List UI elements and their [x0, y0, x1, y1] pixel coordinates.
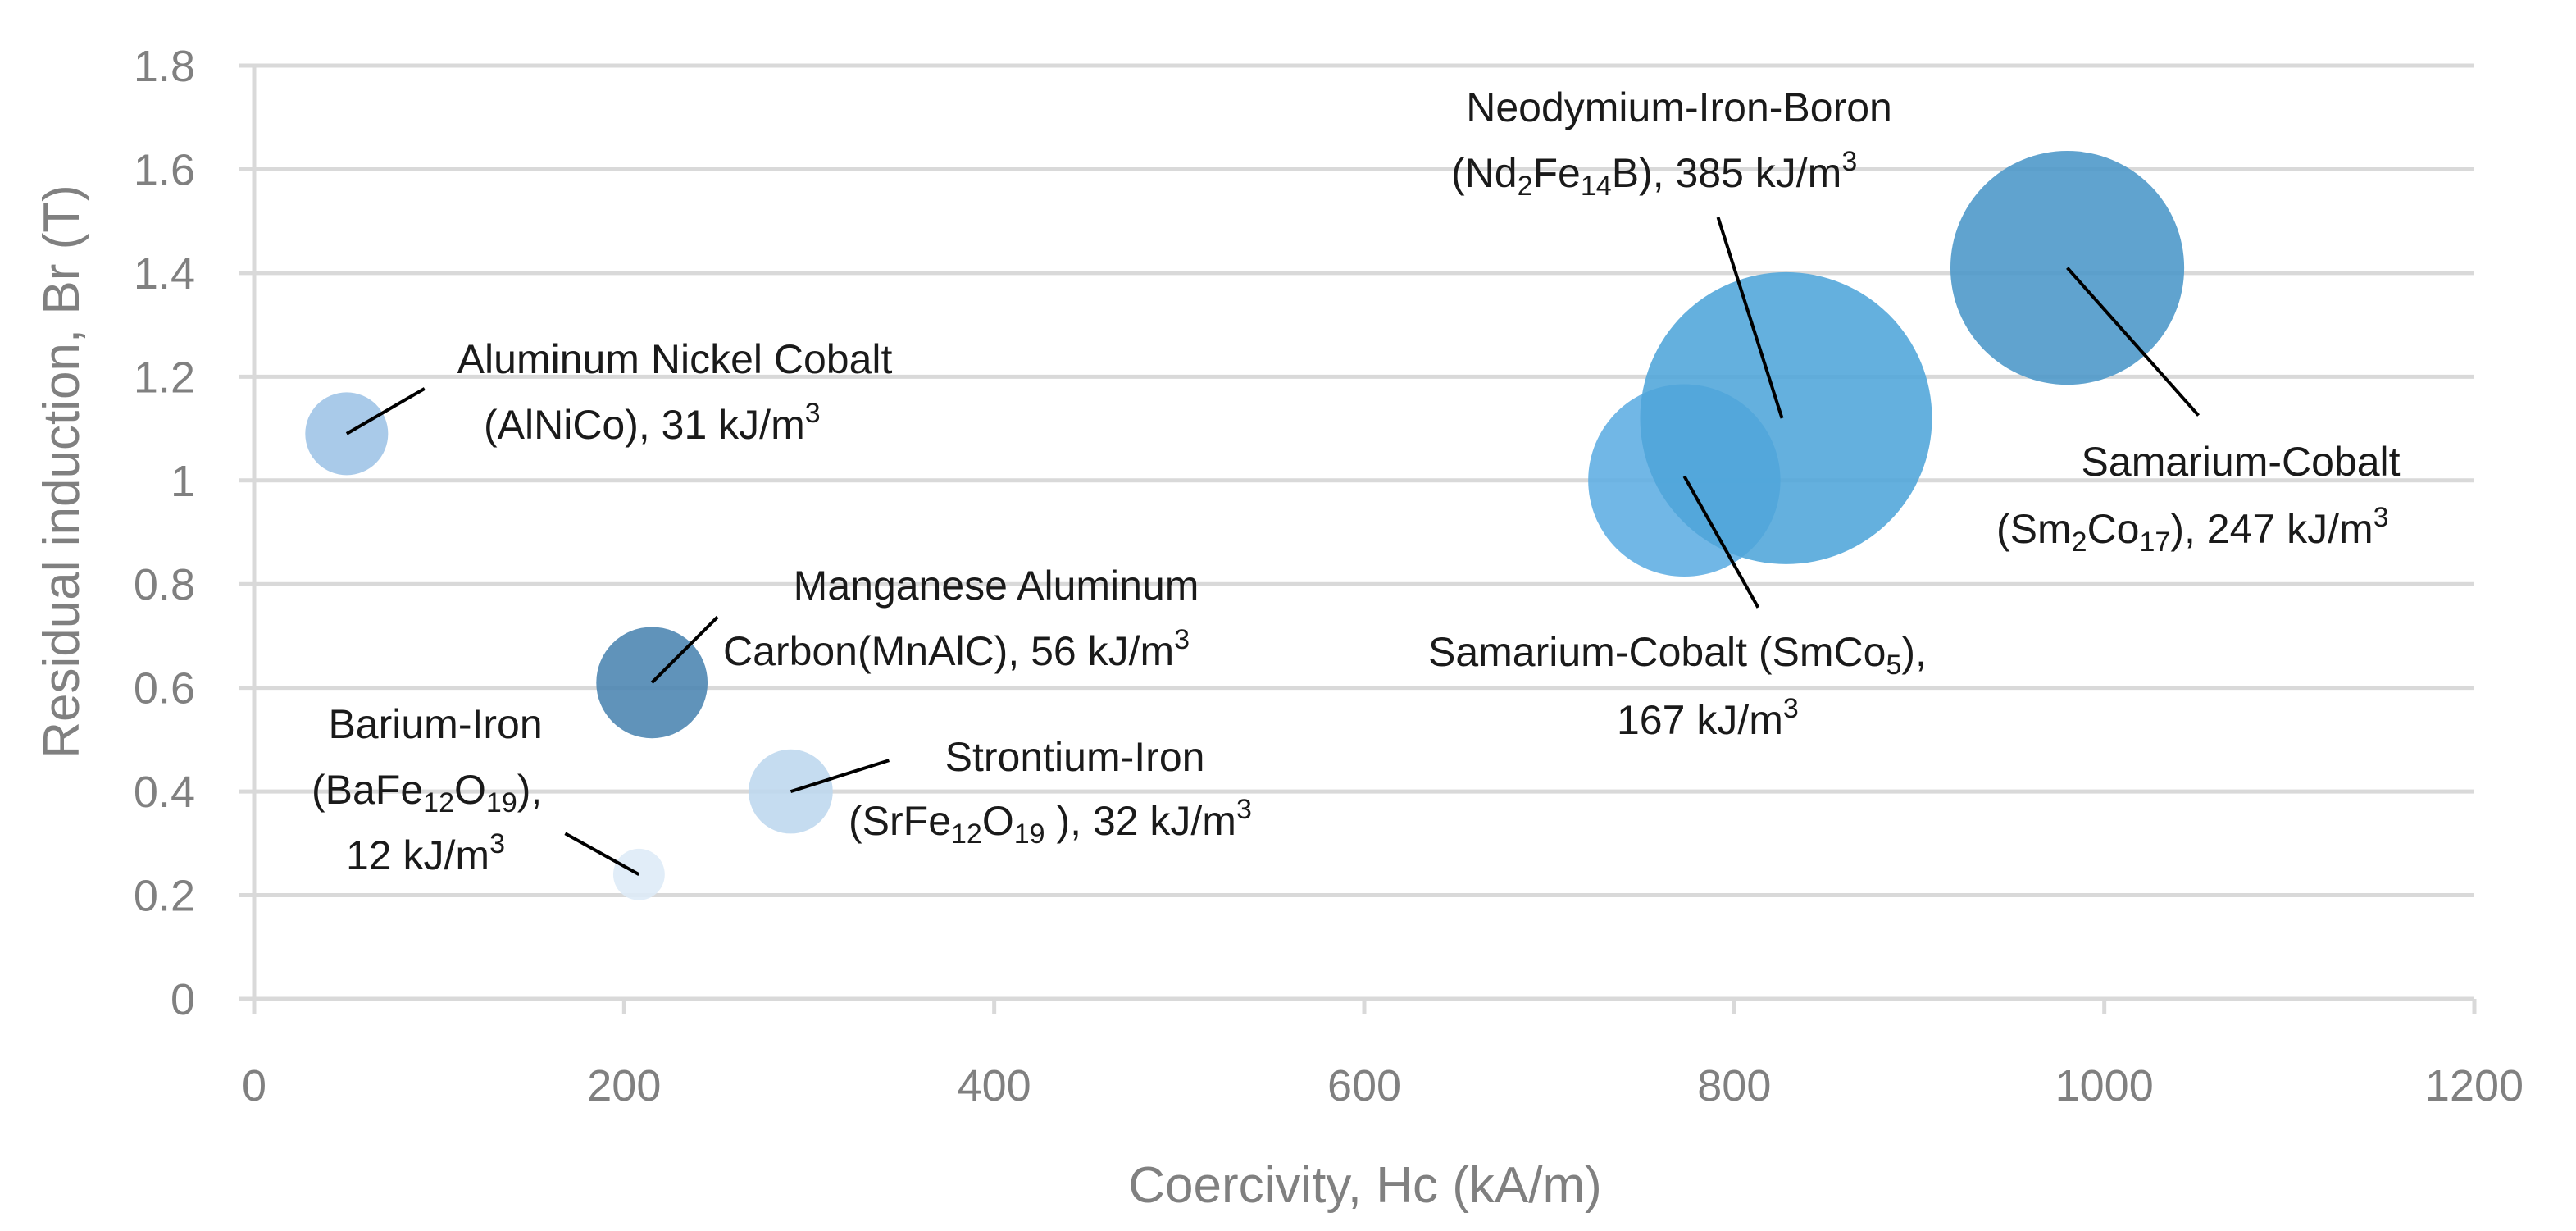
label-smco5-l1b: ),: [1901, 629, 1927, 675]
label-barium-l2c: ),: [517, 767, 543, 813]
label-sm2co17-sup: 3: [2373, 502, 2389, 533]
label-smco5-l1a: Samarium-Cobalt (SmCo: [1428, 629, 1886, 675]
label-ndfeb-sub2: 14: [1581, 171, 1612, 202]
label-smco5-sub: 5: [1886, 650, 1901, 681]
label-alnico: Aluminum Nickel Cobalt (AlNiCo), 31 kJ/m…: [457, 336, 904, 448]
axes: [239, 63, 2477, 1014]
y-tick-label: 1.2: [134, 353, 195, 402]
label-mnalc-line2: Carbon(MnAlC), 56 kJ/m: [723, 628, 1174, 674]
leader-line: [345, 387, 426, 435]
leader-line: [1682, 475, 1760, 609]
label-sm2co17-sub1: 2: [2072, 527, 2087, 558]
label-ndfeb-sub1: 2: [1518, 171, 1533, 202]
y-tick-label: 1.8: [134, 42, 195, 91]
label-barium-line1: Barium-Iron: [328, 701, 542, 747]
label-smco5-l2a: 167 kJ/m: [1617, 697, 1783, 743]
label-strontium-l2a: (SrFe: [849, 798, 951, 844]
label-strontium-iron: Strontium-Iron (SrFe12O19 ), 32 kJ/m3: [849, 734, 1252, 850]
label-sm2co17: Samarium-Cobalt (Sm2Co17), 247 kJ/m3: [1996, 439, 2411, 558]
x-tick-label: 600: [1327, 1061, 1401, 1110]
x-tick-label: 200: [587, 1061, 661, 1110]
label-mnalc-sup: 3: [1174, 624, 1190, 655]
label-barium-sub1: 12: [423, 787, 454, 818]
label-barium-sup: 3: [489, 828, 505, 859]
label-ndfeb-line1: Neodymium-Iron-Boron: [1466, 84, 1892, 130]
label-sm2co17-l2b: Co: [2087, 506, 2140, 552]
x-tick-label: 400: [958, 1061, 1031, 1110]
leader-lines: [345, 217, 2201, 877]
y-tick-labels: 0 0.2 0.4 0.6 0.8 1 1.2 1.4 1.6 1.8: [134, 42, 195, 1024]
y-tick-label: 1: [171, 457, 195, 506]
bubble-labels: Aluminum Nickel Cobalt (AlNiCo), 31 kJ/m…: [312, 84, 2411, 878]
label-ndfeb-sup: 3: [1841, 146, 1857, 177]
y-tick-label: 0.2: [134, 872, 195, 921]
label-strontium-sub2: 19: [1014, 818, 1045, 850]
label-mnalc: Manganese Aluminum Carbon(MnAlC), 56 kJ/…: [723, 563, 1210, 674]
label-alnico-line1: Aluminum Nickel Cobalt: [457, 336, 893, 382]
leader-line: [790, 759, 890, 794]
x-axis-title: Coercivity, Hc (kA/m): [1128, 1157, 1602, 1214]
label-ndfeb: Neodymium-Iron-Boron (Nd2Fe14B), 385 kJ/…: [1451, 84, 1904, 202]
label-strontium-l2b: O: [982, 798, 1014, 844]
label-strontium-line1: Strontium-Iron: [945, 734, 1205, 780]
label-strontium-l2c: ), 32 kJ/m: [1045, 798, 1236, 844]
label-strontium-sub1: 12: [951, 818, 982, 850]
label-ndfeb-l2b: Fe: [1533, 150, 1581, 196]
y-tick-label: 0: [171, 975, 195, 1024]
y-tick-label: 1.4: [134, 249, 195, 299]
label-strontium-sup: 3: [1236, 794, 1252, 825]
x-tick-label: 1000: [2055, 1061, 2154, 1110]
label-barium-l3a: 12 kJ/m: [346, 832, 489, 878]
x-tick-labels: 0 200 400 600 800 1000 1200: [242, 1061, 2524, 1110]
leader-line: [2066, 267, 2201, 417]
x-tick-label: 1200: [2425, 1061, 2524, 1110]
leader-line: [650, 615, 719, 684]
label-sm2co17-line1: Samarium-Cobalt: [2082, 439, 2401, 485]
label-alnico-line2: (AlNiCo), 31 kJ/m: [484, 402, 805, 448]
y-tick-label: 1.6: [134, 145, 195, 194]
x-tick-label: 0: [242, 1061, 266, 1110]
label-alnico-sup: 3: [805, 398, 821, 429]
label-smco5: Samarium-Cobalt (SmCo5), 167 kJ/m3: [1428, 629, 1938, 743]
label-sm2co17-sub2: 17: [2140, 527, 2171, 558]
label-ndfeb-l2a: (Nd: [1451, 150, 1518, 196]
label-ndfeb-l2c: B), 385 kJ/m: [1612, 150, 1842, 196]
leader-line: [564, 832, 640, 877]
y-tick-label: 0.6: [134, 664, 195, 714]
label-barium-l2b: O: [454, 767, 486, 813]
label-mnalc-line1: Manganese Aluminum: [794, 563, 1199, 609]
bubbles: [305, 150, 2185, 900]
y-axis-title: Residual induction, Br (T): [34, 185, 90, 759]
y-tick-label: 0.4: [134, 768, 195, 817]
label-sm2co17-l2c: ), 247 kJ/m: [2170, 506, 2373, 552]
label-barium-iron: Barium-Iron (BaFe12O19), 12 kJ/m3: [312, 701, 554, 878]
y-tick-label: 0.8: [134, 560, 195, 609]
x-tick-label: 800: [1697, 1061, 1771, 1110]
label-barium-sub2: 19: [486, 787, 517, 818]
label-smco5-sup: 3: [1783, 693, 1799, 724]
bubble-neodymium-iron-boron: [1640, 271, 1932, 564]
leader-line: [1716, 217, 1784, 419]
label-barium-l2a: (BaFe: [312, 767, 423, 813]
label-sm2co17-l2a: (Sm: [1996, 506, 2072, 552]
